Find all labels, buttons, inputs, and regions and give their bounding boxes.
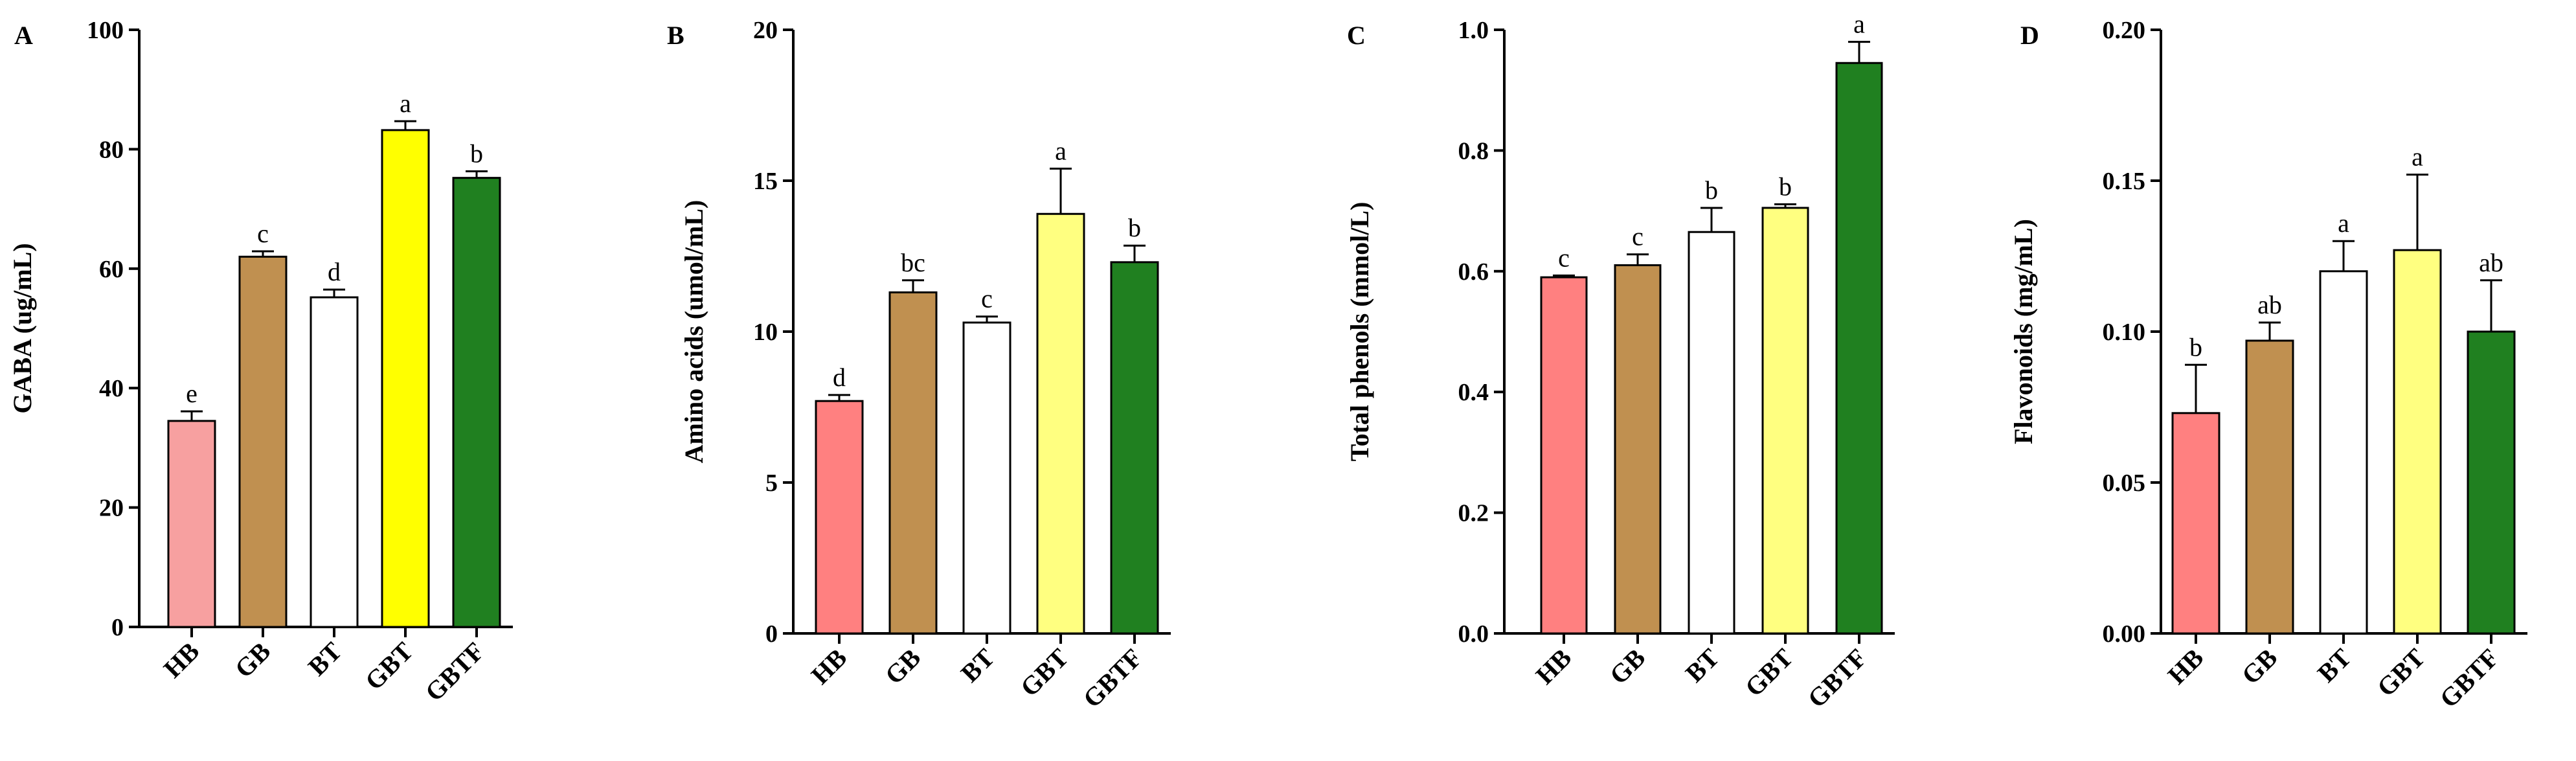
y-axis-label: Flavonoids (mg/mL) <box>2009 219 2038 444</box>
y-tick-label: 0 <box>765 620 778 648</box>
x-tick-label: GB <box>2236 643 2283 690</box>
x-tick-label: BT <box>302 636 348 681</box>
significance-letter: b <box>2189 332 2202 361</box>
bar-gb <box>888 291 938 635</box>
bar-gbt <box>1761 207 1809 635</box>
significance-letter: bc <box>901 248 925 277</box>
x-tick-label: HB <box>158 637 205 684</box>
significance-letter: c <box>981 284 993 313</box>
y-tick-label: 0.15 <box>2103 168 2146 195</box>
significance-letter: a <box>1853 10 1865 39</box>
chart-panel-d: D Flavonoids (mg/mL) 0.00 0.05 0.10 0.15 0.20 b… <box>2009 17 2527 713</box>
bar-gbtf <box>452 177 501 628</box>
y-tick-label: 0.4 <box>1458 379 1489 406</box>
y-tick-label: 5 <box>765 470 778 497</box>
bar-hb <box>1540 276 1588 635</box>
bar-gbt <box>381 129 430 628</box>
y-tick-label: 20 <box>753 17 778 44</box>
bar-bt <box>962 321 1011 635</box>
bar-gb <box>238 255 288 628</box>
bar-gbtf <box>1110 261 1159 635</box>
y-tick-label: 0 <box>111 614 124 641</box>
x-tick-label: HB <box>1530 643 1577 690</box>
y-tick-label: 60 <box>99 256 124 283</box>
x-tick-label: GBT <box>2371 642 2431 702</box>
y-tick-label: 1.0 <box>1458 17 1489 44</box>
chart-panel-c: C Total phenols (mmol/L) 0.0 0.2 0.4 0.6 0.8 1.… <box>1345 10 1895 714</box>
bar-bt <box>310 296 359 628</box>
x-tick-label: BT <box>955 642 1000 688</box>
y-tick-label: 0.0 <box>1458 620 1489 648</box>
y-tick-label: 0.00 <box>2103 620 2146 648</box>
y-axis-label: GABA (ug/mL) <box>8 243 37 413</box>
significance-letter: b <box>470 139 483 168</box>
y-tick-label: 0.20 <box>2103 17 2146 44</box>
x-tick-label: GBTF <box>420 637 490 707</box>
significance-letter: ab <box>2479 248 2503 277</box>
bar-bt <box>2319 270 2368 635</box>
y-axis-label: Amino acids (umol/mL) <box>679 200 708 464</box>
y-tick-label: 40 <box>99 375 124 402</box>
significance-letter: b <box>1705 176 1718 205</box>
significance-letter: c <box>257 219 269 248</box>
x-tick-label: GBT <box>359 636 419 696</box>
y-tick-label: 15 <box>753 168 778 195</box>
significance-letter: b <box>1779 172 1792 201</box>
chart-panel-b: B Amino acids (umol/mL) 0 5 10 15 20 d HB bc GB c BT… <box>667 17 1171 713</box>
y-tick-label: 0.2 <box>1458 500 1489 527</box>
significance-letter: a <box>2338 209 2349 238</box>
y-axis-label: Total phenols (mmol/L) <box>1345 202 1374 462</box>
significance-letter: ab <box>2257 290 2282 319</box>
significance-letter: a <box>2412 142 2423 172</box>
x-tick-label: HB <box>2162 643 2209 690</box>
significance-letter: d <box>833 363 846 392</box>
x-tick-label: GBTF <box>1802 643 1873 714</box>
x-tick-label: GBTF <box>1078 643 1148 714</box>
bar-gbtf <box>2467 330 2516 635</box>
x-tick-label: GBTF <box>2434 643 2505 714</box>
bar-gb <box>1614 264 1662 635</box>
x-tick-label: GB <box>879 643 927 690</box>
x-tick-label: GBT <box>1015 642 1074 702</box>
y-tick-label: 80 <box>99 136 124 163</box>
y-tick-label: 0.05 <box>2103 470 2146 497</box>
y-tick-label: 0.6 <box>1458 258 1489 286</box>
panel-letter: C <box>1347 21 1366 50</box>
x-tick-label: BT <box>1680 642 1725 688</box>
y-tick-label: 100 <box>87 17 124 44</box>
y-tick-label: 0.10 <box>2103 319 2146 346</box>
x-tick-label: GBT <box>1739 642 1799 702</box>
panel-letter: B <box>667 21 684 50</box>
x-tick-label: BT <box>2312 642 2357 688</box>
x-tick-label: GB <box>1604 643 1651 690</box>
significance-letter: d <box>328 257 341 286</box>
panel-letter: D <box>2020 21 2039 50</box>
chart-panel-a: A GABA (ug/mL) 0 20 40 60 80 100 e HB c GB d BT a GBT b G… <box>8 17 513 707</box>
bar-hb <box>167 420 216 628</box>
bar-gbt <box>2393 249 2442 635</box>
y-tick-label: 10 <box>753 319 778 346</box>
significance-letter: c <box>1558 243 1570 272</box>
significance-letter: b <box>1128 213 1141 242</box>
bar-gbt <box>1036 212 1085 635</box>
x-tick-label: GB <box>229 637 277 684</box>
bar-hb <box>2171 412 2220 635</box>
y-tick-label: 20 <box>99 495 124 522</box>
significance-letter: a <box>400 89 411 118</box>
bar-gbtf <box>1835 62 1883 635</box>
significance-letter: a <box>1055 136 1067 165</box>
bar-gb <box>2245 339 2294 635</box>
x-tick-label: HB <box>806 643 853 690</box>
bar-hb <box>815 400 864 635</box>
y-tick-label: 0.8 <box>1458 137 1489 165</box>
bar-bt <box>1688 231 1735 635</box>
significance-letter: c <box>1632 222 1644 251</box>
significance-letter: e <box>186 379 198 408</box>
panel-letter: A <box>14 21 33 50</box>
